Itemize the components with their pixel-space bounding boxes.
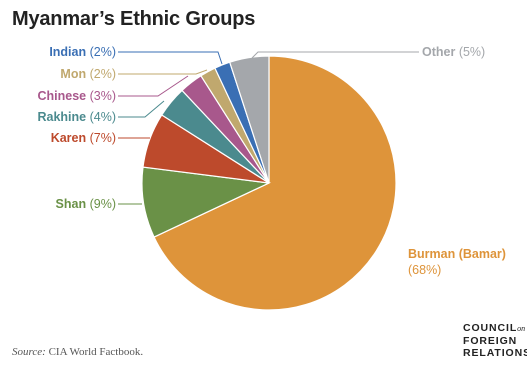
pie-slice-other: [228, 55, 270, 184]
logo-line1: COUNCILon: [463, 322, 526, 334]
slice-label: Mon (2%): [60, 67, 116, 81]
slice-label: Indian (2%): [49, 45, 116, 59]
slice-label: Karen (7%): [51, 131, 116, 145]
leader-line: [118, 51, 223, 65]
slice-label: Rakhine (4%): [37, 110, 116, 124]
cfr-logo: COUNCILon FOREIGN RELATIONS: [463, 322, 527, 359]
source-prefix: Source:: [12, 346, 46, 358]
source-text: CIA World Factbook.: [48, 346, 144, 358]
leader-line: [118, 75, 189, 97]
slice-label: Shan (9%): [56, 197, 116, 211]
slice-label: Chinese (3%): [37, 89, 116, 103]
slice-label: Burman (Bamar) (68%): [408, 247, 506, 277]
source-note: Source: CIA World Factbook.: [12, 346, 143, 358]
slice-label: Other (5%): [422, 45, 485, 59]
leader-line: [251, 51, 419, 59]
logo-line3: RELATIONS: [463, 347, 527, 359]
pie-slice-burman-bamar: [153, 55, 397, 311]
chart-title: Myanmar’s Ethnic Groups: [12, 8, 256, 30]
logo-line2: FOREIGN: [463, 335, 518, 347]
leader-line: [118, 69, 208, 75]
leader-line: [118, 100, 165, 118]
